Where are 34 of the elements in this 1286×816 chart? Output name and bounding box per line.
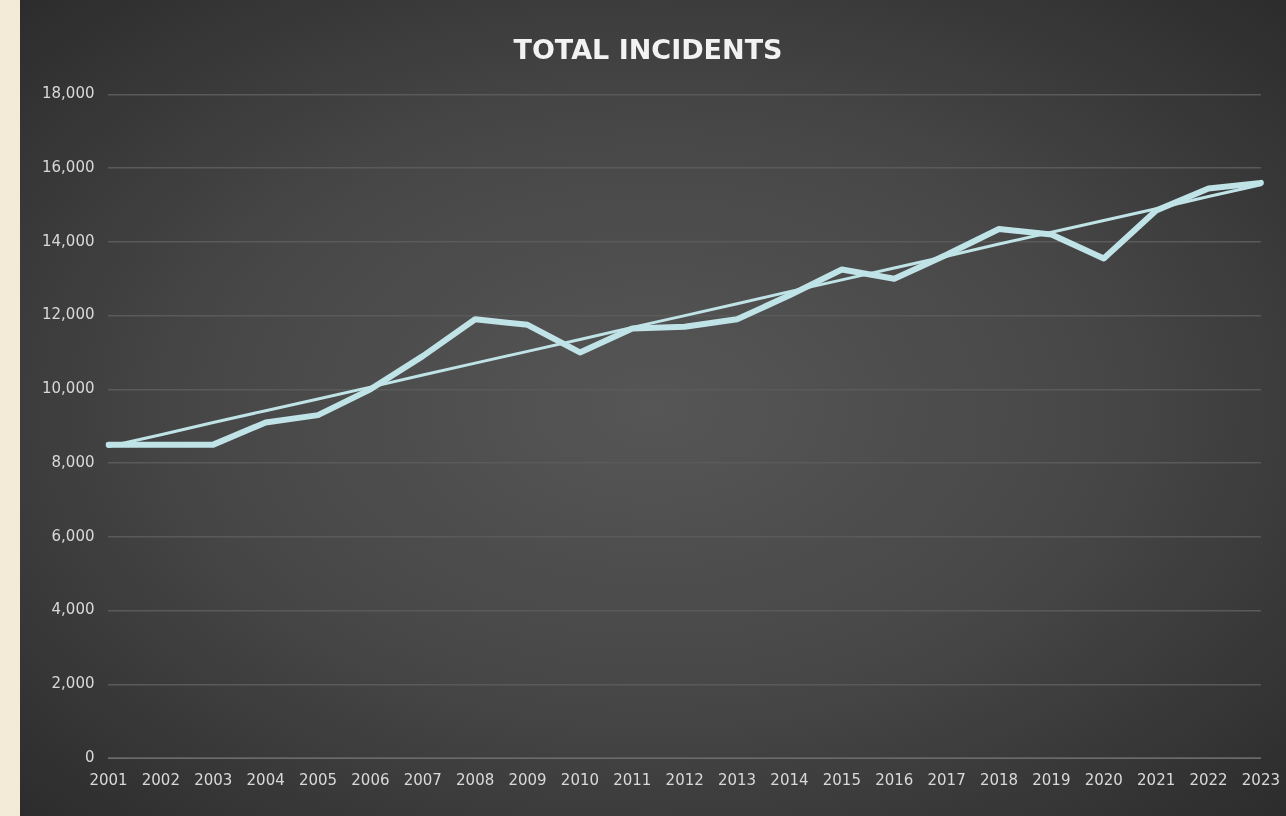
x-tick-label: 2021	[1137, 770, 1176, 789]
y-tick-label: 16,000	[41, 158, 95, 177]
x-tick-label: 2018	[979, 770, 1019, 789]
x-tick-label: 2022	[1189, 770, 1228, 789]
x-tick-label: 2013	[717, 770, 757, 789]
x-tick-label: 2010	[560, 770, 600, 789]
y-tick-label: 18,000	[41, 84, 95, 103]
chart-title: TOTAL INCIDENTS	[513, 34, 783, 66]
y-tick-label: 6,000	[51, 526, 95, 545]
x-tick-label: 2012	[665, 770, 704, 789]
x-tick-label: 2009	[508, 770, 547, 789]
x-tick-label: 2001	[89, 770, 128, 789]
x-tick-label: 2005	[298, 770, 338, 789]
y-tick-label: 14,000	[41, 231, 95, 250]
x-tick-label: 2002	[141, 770, 180, 789]
x-tick-label: 2003	[194, 770, 233, 789]
x-tick-label: 2011	[613, 770, 652, 789]
x-tick-label: 2008	[456, 770, 495, 789]
x-tick-label: 2019	[1032, 770, 1071, 789]
x-tick-label: 2017	[927, 770, 966, 789]
y-tick-label: 0	[84, 747, 95, 766]
x-tick-label: 2020	[1084, 770, 1123, 789]
x-tick-label: 2006	[351, 770, 390, 789]
y-tick-label: 2,000	[51, 674, 95, 693]
y-tick-label: 4,000	[51, 600, 95, 619]
y-tick-label: 12,000	[41, 305, 95, 324]
x-tick-label: 2023	[1241, 770, 1281, 789]
x-tick-label: 2015	[822, 770, 861, 789]
x-tick-label: 2014	[770, 770, 809, 789]
y-tick-label: 10,000	[41, 379, 95, 398]
x-tick-label: 2016	[875, 770, 914, 789]
x-tick-label: 2007	[403, 770, 442, 789]
y-tick-label: 8,000	[51, 452, 95, 471]
x-tick-label: 2004	[246, 770, 285, 789]
